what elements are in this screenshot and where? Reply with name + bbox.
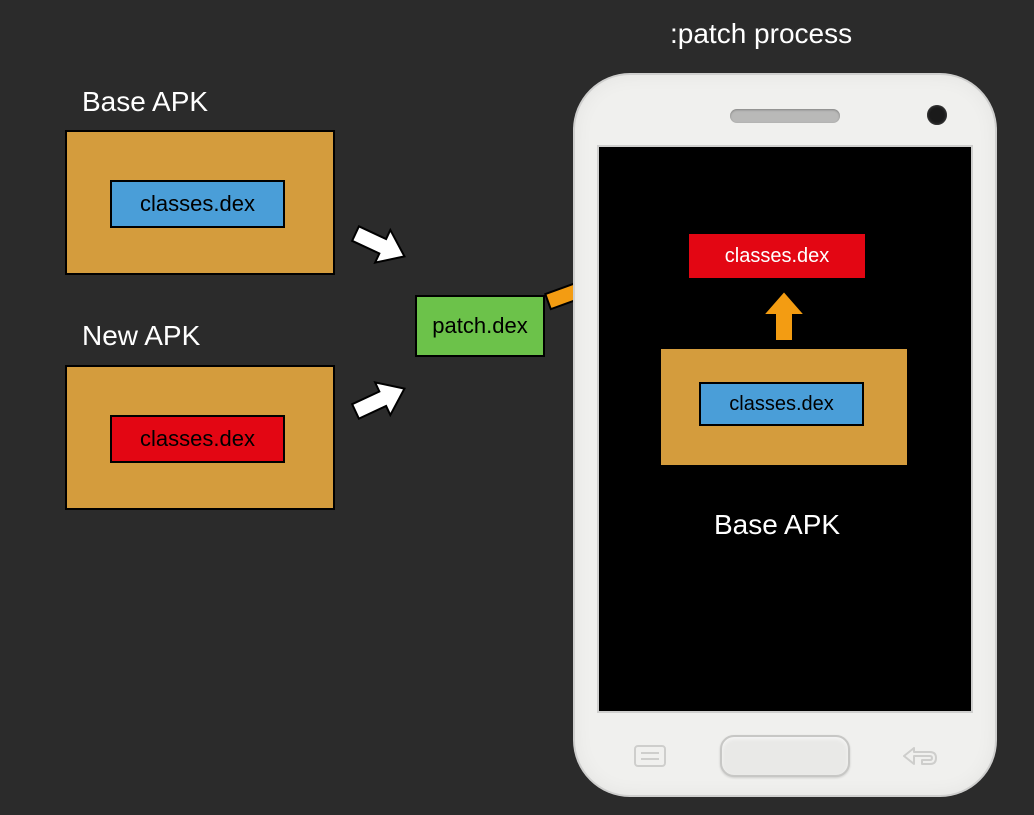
phone-home-button [720, 735, 850, 777]
arrow-up-inside-phone-icon [759, 287, 809, 345]
phone-blue-classes-dex: classes.dex [699, 382, 864, 426]
arrow-base-to-patch-icon [345, 215, 415, 275]
phone-speaker-icon [730, 109, 840, 123]
phone-menu-softkey-icon [625, 741, 675, 771]
phone-back-softkey-icon [895, 741, 945, 771]
new-apk-label: New APK [82, 320, 200, 352]
new-apk-classes-dex: classes.dex [110, 415, 285, 463]
phone-screen: classes.dex classes.dex Base APK [597, 145, 973, 713]
phone-camera-icon [927, 105, 947, 125]
phone-base-apk-label: Base APK [714, 509, 840, 541]
patch-dex-box: patch.dex [415, 295, 545, 357]
phone-frame: classes.dex classes.dex Base APK [575, 75, 995, 795]
arrow-new-to-patch-icon [345, 370, 415, 430]
diagram-title: :patch process [670, 18, 852, 50]
base-apk-label: Base APK [82, 86, 208, 118]
phone-red-classes-dex: classes.dex [687, 232, 867, 280]
base-apk-classes-dex: classes.dex [110, 180, 285, 228]
